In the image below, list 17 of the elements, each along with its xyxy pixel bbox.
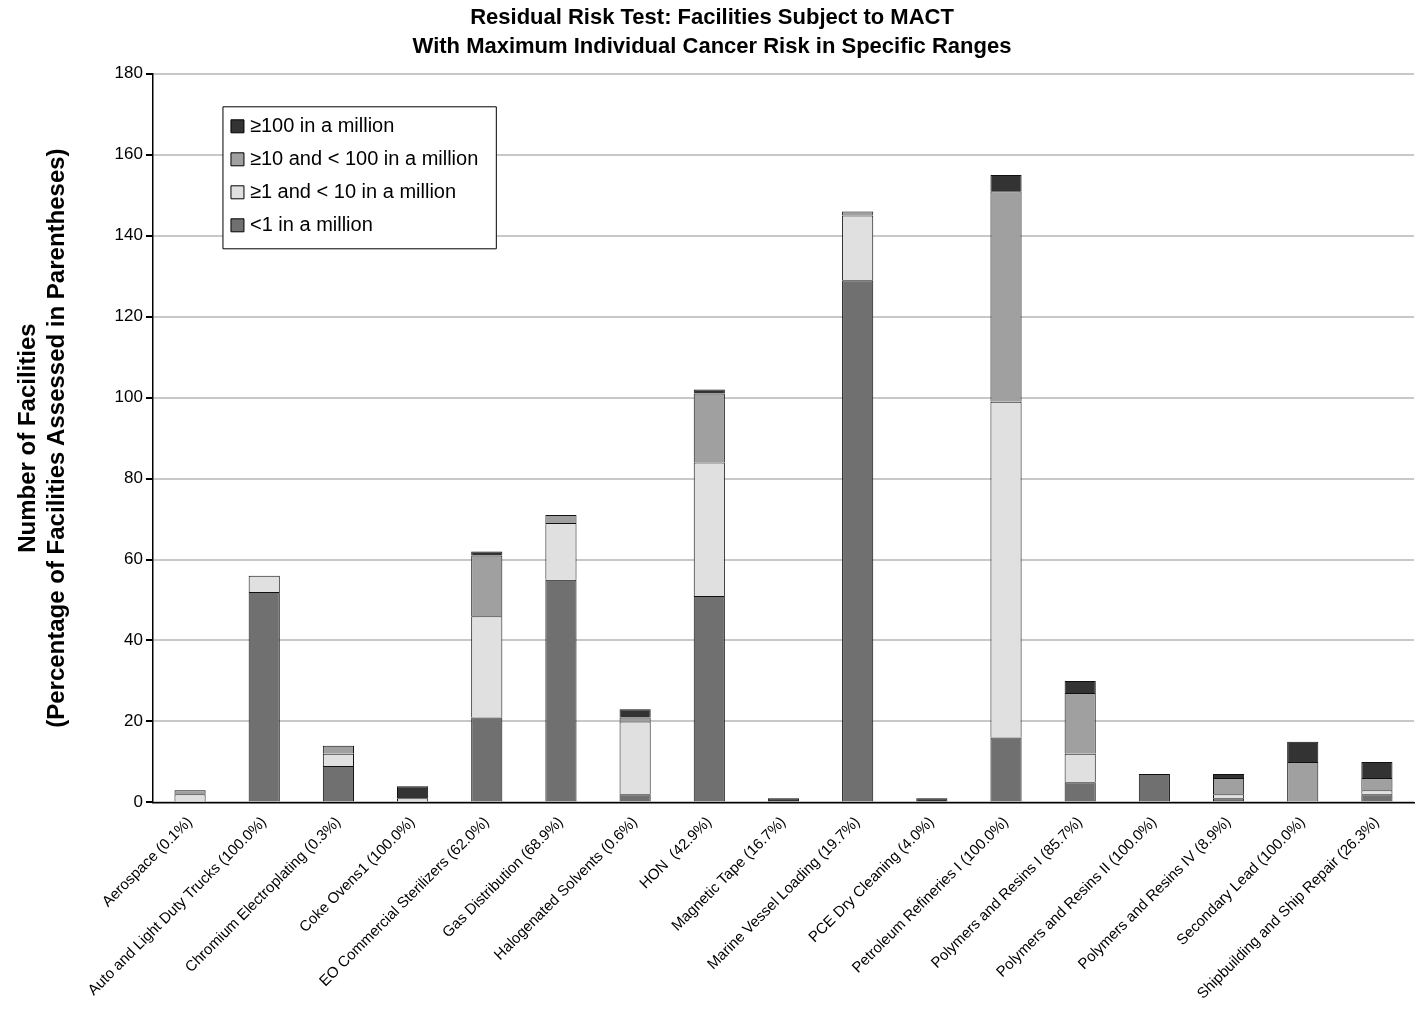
legend-label: ≥1 and < 10 in a million	[249, 180, 457, 203]
y-tick-label: 120	[114, 306, 143, 326]
legend-label: ≥100 in a million	[249, 114, 395, 137]
y-tick-label: 60	[124, 549, 143, 569]
legend-label: <1 in a million	[249, 213, 373, 236]
y-tick-label: 180	[114, 63, 143, 83]
chart-title: Residual Risk Test: Facilities Subject to MACT	[470, 4, 955, 30]
y-tick-label: 20	[124, 711, 143, 731]
legend-label: ≥10 and < 100 in a million	[249, 147, 479, 170]
y-tick-label: 0	[133, 792, 143, 812]
y-tick-label: 140	[114, 225, 143, 245]
y-tick-label: 80	[124, 468, 143, 488]
y-tick-label: 160	[114, 144, 143, 164]
y-tick-label: 40	[124, 630, 143, 650]
y-tick-label: 100	[114, 387, 143, 407]
y-axis-title: Number of Facilities (Percentage of Facilities Assessed in Parentheses)	[13, 148, 69, 728]
chart-subtitle: With Maximum Individual Cancer Risk in Specific Ranges	[412, 32, 1012, 58]
